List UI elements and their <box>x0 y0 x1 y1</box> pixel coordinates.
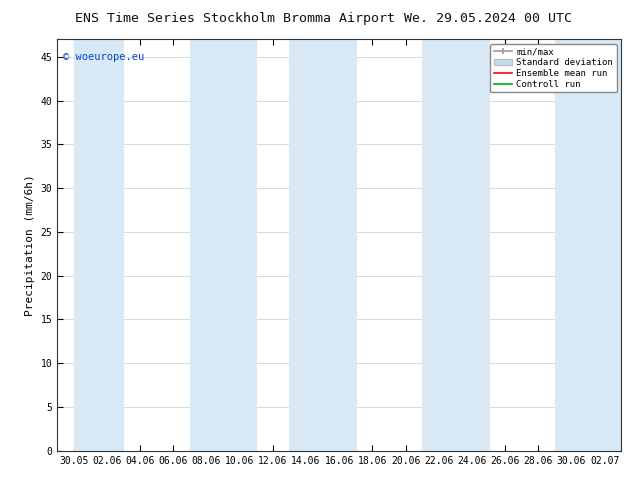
Legend: min/max, Standard deviation, Ensemble mean run, Controll run: min/max, Standard deviation, Ensemble me… <box>490 44 617 92</box>
Bar <box>74 39 124 451</box>
Text: ENS Time Series Stockholm Bromma Airport: ENS Time Series Stockholm Bromma Airport <box>75 12 394 25</box>
Text: © woeurope.eu: © woeurope.eu <box>63 51 144 62</box>
Bar <box>190 39 256 451</box>
Y-axis label: Precipitation (mm/6h): Precipitation (mm/6h) <box>25 174 35 316</box>
Bar <box>289 39 356 451</box>
Bar <box>555 39 621 451</box>
Text: We. 29.05.2024 00 UTC: We. 29.05.2024 00 UTC <box>404 12 572 25</box>
Bar <box>422 39 489 451</box>
